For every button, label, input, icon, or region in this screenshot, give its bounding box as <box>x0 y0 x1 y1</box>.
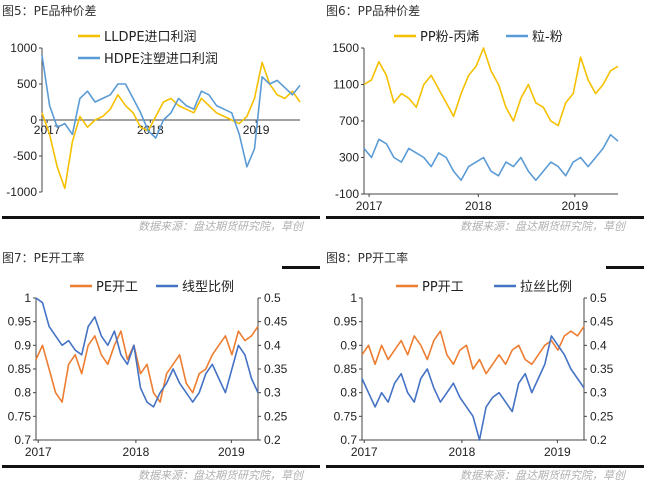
y-tick-label: -100 <box>335 187 359 201</box>
legend-label: PP开工 <box>422 280 464 295</box>
y-tick-label: 1 <box>24 291 31 305</box>
divider-line <box>282 266 320 269</box>
y-tick-label: 300 <box>339 151 359 165</box>
series-line <box>361 325 585 375</box>
y-right-tick-label: 0.4 <box>264 338 281 352</box>
y-tick-label: 0.8 <box>340 386 357 400</box>
legend-label: PP粉-丙烯 <box>420 30 479 45</box>
x-tick-label: 2018 <box>465 199 492 213</box>
divider-line <box>326 465 644 468</box>
divider-line <box>606 266 644 269</box>
x-tick-label: 2017 <box>25 445 52 459</box>
figure-title: 图7：PE开工率 <box>2 251 85 265</box>
y-tick-label: 0.85 <box>334 362 358 376</box>
series-line <box>363 47 619 127</box>
source-note: 数据来源：盘达期货研究院，草创 <box>138 469 303 482</box>
x-tick-label: 2019 <box>218 445 245 459</box>
y-tick-label: -1000 <box>6 185 37 199</box>
legend-label: HDPE注塑进口利润 <box>104 52 218 67</box>
y-tick-label: -500 <box>13 149 37 163</box>
y-tick-label: 1100 <box>333 78 359 92</box>
y-tick-label: 700 <box>339 114 359 128</box>
figure-title: 图6：PP品种价差 <box>326 4 421 18</box>
series-line <box>41 55 301 168</box>
legend-label: LLDPE进口利润 <box>104 30 197 45</box>
x-tick-label: 2018 <box>123 445 150 459</box>
y-tick-label: 0.9 <box>340 338 357 352</box>
y-right-tick-label: 0.45 <box>590 315 614 329</box>
x-tick-label: 2019 <box>561 199 588 213</box>
series-line <box>35 325 259 403</box>
y-right-tick-label: 0.25 <box>264 409 288 423</box>
y-tick-label: 0.7 <box>14 433 31 447</box>
divider-line <box>2 216 320 219</box>
figure-title: 图8：PP开工率 <box>326 251 409 265</box>
y-right-tick-label: 0.25 <box>590 409 614 423</box>
y-tick-label: 0.9 <box>14 338 31 352</box>
y-tick-label: 1 <box>350 291 357 305</box>
series-line <box>361 335 585 441</box>
y-tick-label: 0.7 <box>340 433 357 447</box>
chart-pp-operating-rate: 0.7 0.75 0.8 0.85 0.9 0.95 1 0.2 0.25 0.3 0.35 0.4 0… <box>334 280 614 459</box>
y-tick-label: 0.75 <box>334 409 358 423</box>
y-right-tick-label: 0.2 <box>264 433 281 447</box>
y-tick-label: 0.95 <box>334 315 358 329</box>
y-tick-label: 1500 <box>332 41 359 55</box>
x-tick-label: 2017 <box>356 199 383 213</box>
legend-label: 拉丝比例 <box>520 280 572 295</box>
legend-label: 粒-粉 <box>532 30 563 45</box>
chart-pp-spread: -100 300 700 1100 1500 2017 2018 2019 PP粉-丙烯 粒-粉 <box>332 30 619 213</box>
series-line <box>363 133 619 182</box>
y-tick-label: 0.95 <box>8 315 32 329</box>
y-tick-label: 1000 <box>10 41 37 55</box>
y-right-tick-label: 0.5 <box>590 291 607 305</box>
series-line <box>41 61 301 190</box>
y-right-tick-label: 0.35 <box>590 362 614 376</box>
source-note: 数据来源：盘达期货研究院，草创 <box>460 469 625 482</box>
y-tick-label: 500 <box>17 77 37 91</box>
y-right-tick-label: 0.5 <box>264 291 281 305</box>
y-right-tick-label: 0.4 <box>590 338 607 352</box>
x-tick-label: 2019 <box>544 445 571 459</box>
y-right-tick-label: 0.45 <box>264 315 288 329</box>
y-right-tick-label: 0.2 <box>590 433 607 447</box>
source-note: 数据来源：盘达期货研究院，草创 <box>138 220 303 233</box>
y-tick-label: 0.75 <box>8 409 32 423</box>
legend-label: 线型比例 <box>182 280 234 295</box>
x-tick-label: 2017 <box>351 445 378 459</box>
source-note: 数据来源：盘达期货研究院，草创 <box>460 220 625 233</box>
y-tick-label: 0 <box>30 113 37 127</box>
y-right-tick-label: 0.3 <box>264 386 281 400</box>
legend-label: PE开工 <box>96 280 138 295</box>
series-line <box>35 297 259 408</box>
x-tick-label: 2018 <box>449 445 476 459</box>
divider-line <box>2 465 320 468</box>
y-right-tick-label: 0.35 <box>264 362 288 376</box>
chart-pe-operating-rate: 0.7 0.75 0.8 0.85 0.9 0.95 1 0.2 0.25 0.3 0.35 0.4 0… <box>8 280 288 459</box>
figure-title: 图5：PE品种价差 <box>2 4 97 18</box>
y-tick-label: 0.85 <box>8 362 32 376</box>
y-tick-label: 0.8 <box>14 386 31 400</box>
divider-line <box>326 216 644 219</box>
y-right-tick-label: 0.3 <box>590 386 607 400</box>
